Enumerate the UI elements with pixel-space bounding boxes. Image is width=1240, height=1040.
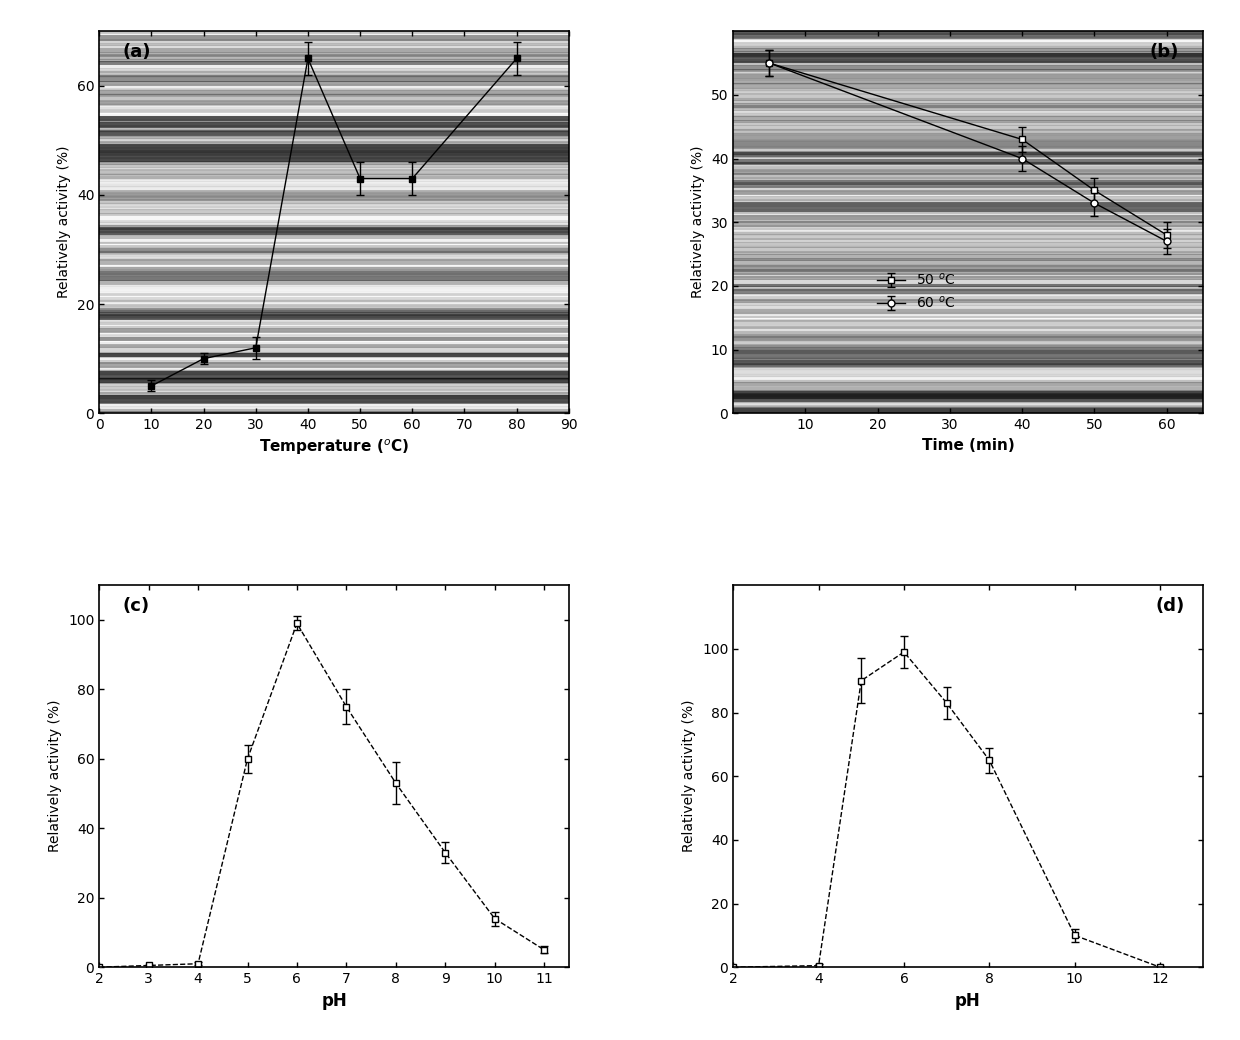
X-axis label: pH: pH <box>321 991 347 1010</box>
Legend: 50 $^o$C, 60 $^o$C: 50 $^o$C, 60 $^o$C <box>872 266 961 316</box>
Y-axis label: Relatively activity (%): Relatively activity (%) <box>691 146 706 298</box>
Text: (c): (c) <box>123 597 150 615</box>
X-axis label: pH: pH <box>955 991 981 1010</box>
Y-axis label: Relatively activity (%): Relatively activity (%) <box>48 700 62 853</box>
X-axis label: Time (min): Time (min) <box>921 438 1014 452</box>
X-axis label: Temperature ($^o$C): Temperature ($^o$C) <box>259 438 409 458</box>
Text: (a): (a) <box>123 43 151 60</box>
Y-axis label: Relatively activity (%): Relatively activity (%) <box>682 700 697 853</box>
Text: (d): (d) <box>1156 597 1185 615</box>
Text: (b): (b) <box>1149 43 1179 60</box>
Y-axis label: Relatively activity (%): Relatively activity (%) <box>57 146 71 298</box>
